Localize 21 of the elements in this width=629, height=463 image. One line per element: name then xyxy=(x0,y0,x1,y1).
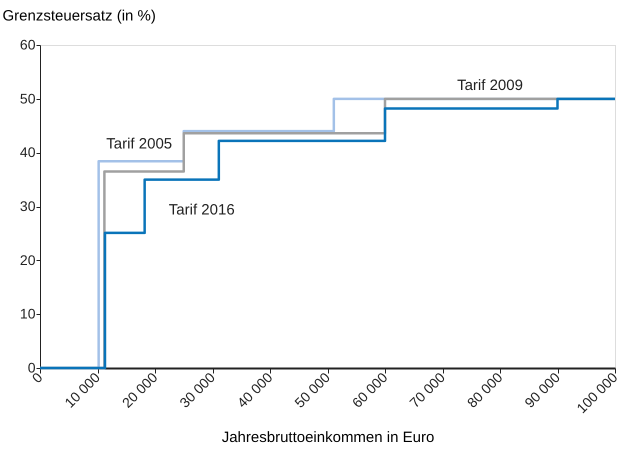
y-tick-label: 40 xyxy=(20,144,36,160)
x-tick-label: 30 000 xyxy=(176,368,218,411)
y-tick-label: 10 xyxy=(20,306,36,322)
y-tick-label: 30 xyxy=(20,198,36,214)
x-tick-label: 60 000 xyxy=(348,368,391,411)
x-tick-label: 10 000 xyxy=(61,368,104,411)
y-tick-label: 50 xyxy=(20,90,36,106)
x-tick-label: 40 000 xyxy=(234,368,276,411)
x-tick-label: 90 000 xyxy=(521,368,564,411)
x-tick-label: 100 000 xyxy=(573,368,621,416)
series-label: Tarif 2009 xyxy=(457,76,523,94)
x-tick-label: 20 000 xyxy=(118,368,161,411)
x-tick-label: 80 000 xyxy=(464,368,506,411)
y-tick-label: 20 xyxy=(20,252,36,268)
x-axis-title: Jahresbruttoeinkommen in Euro xyxy=(222,429,434,446)
x-tick-label: 50 000 xyxy=(291,368,334,411)
x-tick-label: 70 000 xyxy=(406,368,448,411)
series-label: Tarif 2016 xyxy=(168,202,235,219)
series-label: Tarif 2005 xyxy=(106,135,172,152)
y-tick-label: 60 xyxy=(20,36,36,52)
y-axis-title: Grenzsteuersatz (in %) xyxy=(2,8,156,24)
